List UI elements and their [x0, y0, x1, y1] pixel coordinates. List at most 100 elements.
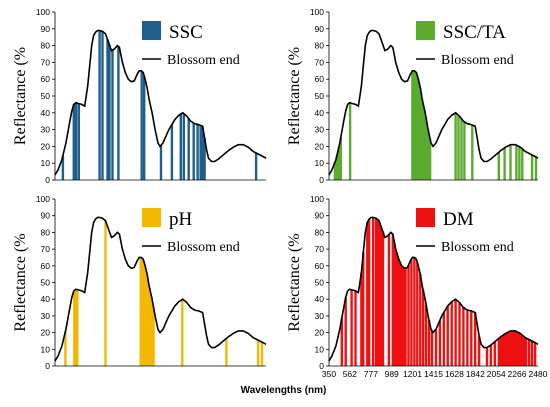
y-tick-label: 10	[41, 158, 51, 168]
selected-wavelength-bar	[454, 299, 457, 366]
selected-wavelength-bar	[509, 144, 512, 180]
selected-wavelength-bar	[61, 155, 65, 180]
y-tick-label: 0	[45, 175, 50, 185]
y-tick-label: 40	[315, 294, 325, 304]
x-tick-label: 1842	[466, 369, 485, 379]
y-tick-label: 30	[315, 125, 325, 135]
y-tick-label: 90	[315, 211, 325, 221]
selected-wavelength-bar	[106, 39, 109, 181]
selected-wavelength-bar	[485, 347, 489, 366]
selected-wavelength-bar	[458, 302, 461, 366]
selected-wavelength-bar	[427, 320, 431, 366]
selected-wavelength-bar	[434, 329, 438, 366]
selected-wavelength-bar	[462, 307, 465, 366]
panel-ssc: 0 10 20 30 40 50 60 70 80 90 100 Reflectance (% SSC B…	[12, 7, 267, 185]
selected-wavelength-bar	[203, 138, 206, 180]
selected-wavelength-bar	[534, 157, 538, 180]
selected-wavelength-bar	[521, 148, 524, 180]
selected-wavelength-bar	[140, 71, 143, 180]
selected-wavelength-bar	[430, 330, 434, 366]
selected-wavelength-bar	[525, 338, 528, 366]
selected-wavelength-bar	[499, 336, 502, 366]
legend-swatch-bars	[142, 21, 161, 40]
selected-wavelength-bar	[73, 290, 76, 366]
selected-wavelength-bar	[379, 226, 383, 366]
selected-wavelength-bar	[340, 318, 343, 366]
x-tick-label: 1628	[445, 369, 464, 379]
blossom-end-spectrum-line	[328, 216, 539, 362]
y-tick-label: 100	[36, 194, 50, 204]
selected-wavelength-bar	[519, 333, 522, 366]
selected-wavelength-bar	[117, 46, 120, 181]
selected-wavelength-bar	[143, 75, 146, 180]
selected-wavelength-bar	[424, 304, 428, 366]
selected-wavelength-bar	[515, 331, 518, 366]
y-tick-label: 100	[310, 194, 324, 204]
y-tick-label: 50	[41, 91, 51, 101]
x-tick-label: 777	[364, 369, 378, 379]
selected-wavelength-bar	[416, 262, 419, 366]
blossom-end-spectrum-line	[54, 29, 267, 176]
selected-wavelength-bar	[260, 342, 264, 366]
selected-wavelength-bar	[457, 115, 460, 180]
legend-label-line: Blossom end	[441, 240, 514, 255]
selected-wavelength-bar	[466, 310, 469, 366]
x-axis-label: Wavelengths (nm)	[241, 385, 327, 396]
y-tick-label: 100	[310, 7, 324, 17]
selected-wavelength-bar	[454, 112, 457, 180]
y-tick-label: 10	[315, 158, 325, 168]
selected-wavelength-bar	[503, 147, 506, 180]
selected-wavelength-bar	[254, 153, 258, 180]
y-tick-label: 0	[319, 361, 324, 371]
y-tick-label: 80	[315, 227, 325, 237]
selected-wavelength-bar	[438, 320, 442, 366]
legend-label-line: Blossom end	[441, 53, 514, 68]
y-tick-label: 70	[41, 244, 51, 254]
y-axis-label: Reflectance (%	[286, 47, 303, 145]
legend-swatch-bars	[416, 21, 435, 40]
selected-wavelength-bar	[517, 332, 520, 366]
selected-wavelength-bar	[344, 297, 347, 366]
selected-wavelength-bar	[518, 146, 521, 180]
selected-wavelength-bar	[407, 265, 410, 366]
selected-wavelength-bar	[372, 217, 375, 366]
y-tick-label: 70	[315, 244, 325, 254]
y-tick-label: 80	[41, 227, 51, 237]
x-tick-label: 989	[385, 369, 399, 379]
panel-ssc-ta: 0 10 20 30 40 50 60 70 80 90 100 Reflectance (% SSC/…	[286, 7, 539, 185]
selected-wavelength-bar	[513, 330, 516, 366]
selected-wavelength-bar	[422, 290, 425, 366]
selected-wavelength-bar	[387, 234, 391, 366]
selected-wavelength-bar	[515, 145, 518, 180]
legend-label-line: Blossom end	[167, 53, 240, 68]
x-tick-label: 2480	[529, 369, 548, 379]
selected-wavelength-bar	[501, 335, 504, 366]
selected-wavelength-bar	[360, 272, 363, 366]
y-tick-label: 20	[41, 328, 51, 338]
selected-wavelength-bar	[505, 332, 508, 366]
selected-wavelength-bar	[74, 289, 77, 366]
selected-wavelength-bar	[366, 222, 369, 366]
selected-wavelength-bar	[402, 267, 405, 366]
selected-wavelength-bar	[493, 341, 496, 366]
selected-wavelength-bar	[350, 289, 353, 366]
selected-wavelength-bar	[507, 331, 510, 366]
selected-wavelength-bar	[199, 125, 202, 180]
selected-wavelength-bar	[64, 331, 67, 366]
panel-dm: 0 10 20 30 40 50 60 70 80 90 100 350 562 777 989 1201 14…	[241, 194, 548, 396]
y-tick-label: 90	[41, 211, 51, 221]
y-tick-label: 80	[41, 41, 51, 51]
selected-wavelength-bar	[181, 299, 184, 366]
y-tick-label: 20	[315, 141, 325, 151]
selected-wavelength-bar	[450, 301, 453, 366]
selected-wavelength-bar	[521, 335, 524, 366]
y-tick-label: 20	[41, 141, 51, 151]
selected-wavelength-bar	[470, 310, 473, 366]
legend-label-bars: SSC/TA	[443, 22, 506, 43]
selected-wavelength-bar	[489, 345, 493, 366]
selected-wavelength-bar	[101, 31, 104, 180]
y-tick-label: 70	[315, 57, 325, 67]
selected-wavelength-bar	[381, 231, 385, 366]
selected-wavelength-bar	[511, 330, 514, 366]
y-tick-label: 20	[315, 328, 325, 338]
